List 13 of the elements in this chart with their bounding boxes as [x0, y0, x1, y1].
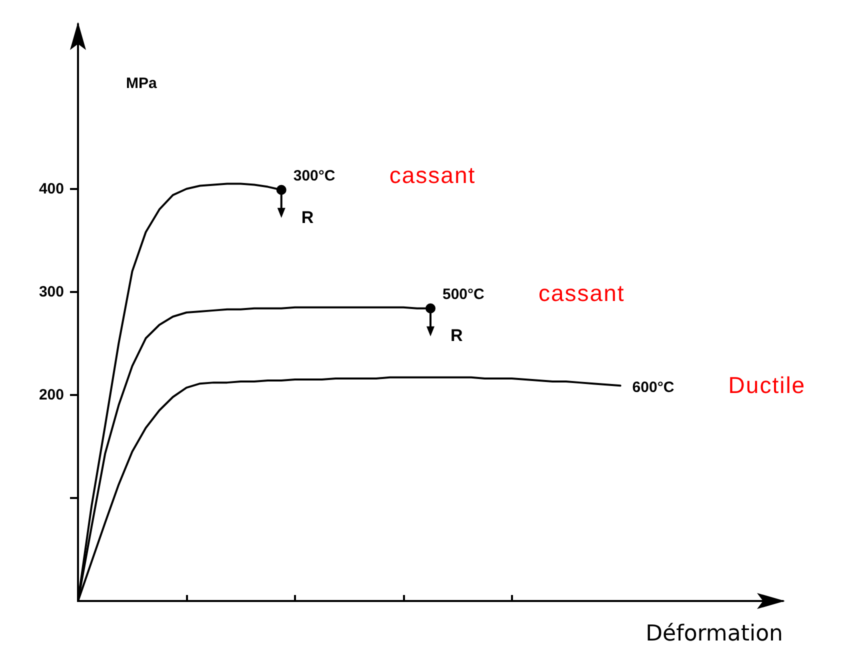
y-tick-label: 200 [38, 386, 64, 404]
annotation: cassant [389, 162, 476, 189]
y-axis-title: MPa [126, 75, 158, 92]
series-label: 300°C [293, 167, 336, 184]
annotation: cassant [538, 280, 625, 308]
annotation: R [450, 326, 463, 346]
annotation: Ductile [728, 372, 806, 399]
series-label: 600°C [632, 379, 674, 396]
y-tick-label: 300 [38, 283, 64, 300]
y-tick-label: 400 [38, 180, 64, 198]
series-label: 500°C [442, 286, 485, 303]
annotation: R [301, 208, 314, 228]
x-axis-title: Déformation [646, 622, 783, 646]
